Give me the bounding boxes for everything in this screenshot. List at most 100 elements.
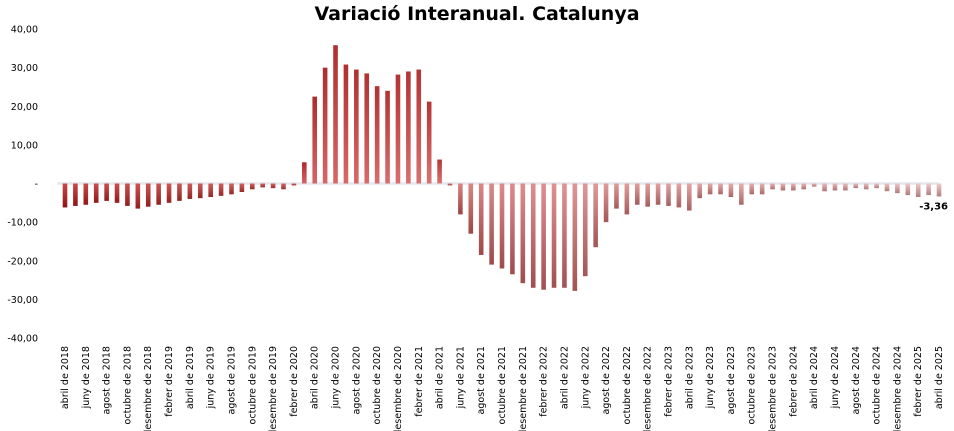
x-tick-label: desembre de 2023 bbox=[768, 346, 779, 431]
bar-series bbox=[62, 45, 942, 291]
x-tick-label: agost de 2018 bbox=[102, 346, 113, 414]
bar bbox=[905, 183, 911, 196]
bar bbox=[125, 183, 130, 206]
x-tick-label: juny de 2020 bbox=[331, 346, 342, 409]
bar bbox=[915, 183, 921, 198]
bar bbox=[437, 159, 442, 184]
bar bbox=[853, 183, 859, 189]
bar bbox=[145, 183, 151, 207]
bar bbox=[229, 183, 234, 195]
bar bbox=[468, 183, 474, 234]
bar bbox=[770, 183, 775, 190]
bar bbox=[416, 69, 422, 184]
x-tick-label: octubre de 2021 bbox=[497, 346, 508, 424]
x-tick-label: agost de 2022 bbox=[601, 346, 612, 414]
x-tick-label: febrer de 2019 bbox=[164, 346, 175, 417]
bar bbox=[406, 71, 411, 184]
data-label: -3,36 bbox=[919, 201, 948, 212]
bar bbox=[333, 45, 338, 184]
bar bbox=[832, 183, 838, 191]
bar bbox=[655, 183, 661, 205]
bar bbox=[739, 183, 744, 205]
data-labels: -3,36 bbox=[919, 201, 948, 212]
bar bbox=[93, 183, 99, 203]
bar bbox=[166, 183, 172, 203]
bar bbox=[270, 183, 276, 189]
bar bbox=[520, 183, 526, 284]
y-tick-label: - bbox=[35, 179, 38, 190]
y-tick-label: 10,00 bbox=[11, 140, 38, 151]
bar bbox=[582, 183, 588, 277]
bar bbox=[114, 183, 120, 203]
bar bbox=[447, 183, 453, 186]
y-tick-label: -10,00 bbox=[7, 218, 38, 229]
bar bbox=[801, 183, 807, 190]
bar bbox=[530, 183, 536, 288]
bar bbox=[291, 183, 297, 186]
bar bbox=[936, 183, 942, 197]
x-tick-label: abril de 2024 bbox=[809, 346, 820, 409]
x-tick-label: juny de 2024 bbox=[830, 346, 841, 409]
bar bbox=[104, 183, 109, 201]
x-tick-label: agost de 2019 bbox=[226, 346, 237, 414]
bar bbox=[780, 183, 786, 191]
x-tick-label: desembre de 2018 bbox=[143, 346, 154, 431]
bar bbox=[562, 183, 567, 288]
bar bbox=[624, 183, 630, 215]
x-tick-label: desembre de 2022 bbox=[643, 346, 654, 431]
bar bbox=[177, 183, 182, 201]
x-tick-label: desembre de 2021 bbox=[518, 346, 529, 431]
bar bbox=[863, 183, 869, 190]
bar bbox=[676, 183, 682, 208]
x-tick-label: abril de 2021 bbox=[435, 346, 446, 409]
x-tick-label: octubre de 2019 bbox=[247, 346, 258, 424]
chart-title: Variació Interanual. Catalunya bbox=[314, 3, 640, 25]
bar bbox=[614, 183, 619, 209]
bar bbox=[707, 183, 713, 195]
x-tick-label: agost de 2021 bbox=[476, 346, 487, 414]
x-tick-label: octubre de 2018 bbox=[122, 346, 133, 424]
bar bbox=[489, 183, 494, 265]
x-tick-label: octubre de 2020 bbox=[372, 346, 383, 424]
x-tick-label: febrer de 2021 bbox=[414, 346, 425, 417]
bar bbox=[603, 183, 609, 223]
bar bbox=[354, 69, 359, 184]
y-tick-label: -20,00 bbox=[7, 256, 38, 267]
x-tick-label: abril de 2019 bbox=[185, 346, 196, 409]
x-tick-label: agost de 2020 bbox=[351, 346, 362, 414]
x-tick-label: agost de 2024 bbox=[851, 346, 862, 414]
bar bbox=[572, 183, 578, 291]
x-tick-label: juny de 2022 bbox=[580, 346, 591, 409]
bar bbox=[249, 183, 255, 190]
bar bbox=[458, 183, 463, 215]
bar bbox=[395, 74, 401, 184]
x-tick-label: octubre de 2024 bbox=[872, 346, 883, 424]
x-tick-label: juny de 2018 bbox=[81, 346, 92, 409]
bar bbox=[239, 183, 245, 192]
x-tick-label: desembre de 2024 bbox=[892, 346, 903, 431]
bar bbox=[208, 183, 213, 198]
bar bbox=[218, 183, 224, 196]
bar bbox=[312, 96, 318, 184]
bar bbox=[697, 183, 703, 199]
y-tick-label: -40,00 bbox=[7, 334, 38, 345]
bar bbox=[73, 183, 78, 206]
bar bbox=[811, 183, 817, 187]
bar bbox=[759, 183, 765, 195]
x-tick-label: desembre de 2020 bbox=[393, 346, 404, 431]
x-tick-label: juny de 2021 bbox=[455, 346, 466, 409]
x-tick-label: juny de 2023 bbox=[705, 346, 716, 409]
bar bbox=[666, 183, 671, 206]
bar bbox=[749, 183, 755, 195]
bar bbox=[62, 183, 68, 208]
x-tick-label: febrer de 2022 bbox=[539, 346, 550, 417]
bar bbox=[593, 183, 598, 248]
bar bbox=[302, 162, 307, 184]
bar bbox=[926, 183, 931, 196]
x-tick-label: abril de 2025 bbox=[934, 346, 945, 409]
bar bbox=[156, 183, 161, 205]
bar bbox=[499, 183, 505, 269]
x-tick-label: abril de 2022 bbox=[559, 346, 570, 409]
bar bbox=[822, 183, 827, 192]
